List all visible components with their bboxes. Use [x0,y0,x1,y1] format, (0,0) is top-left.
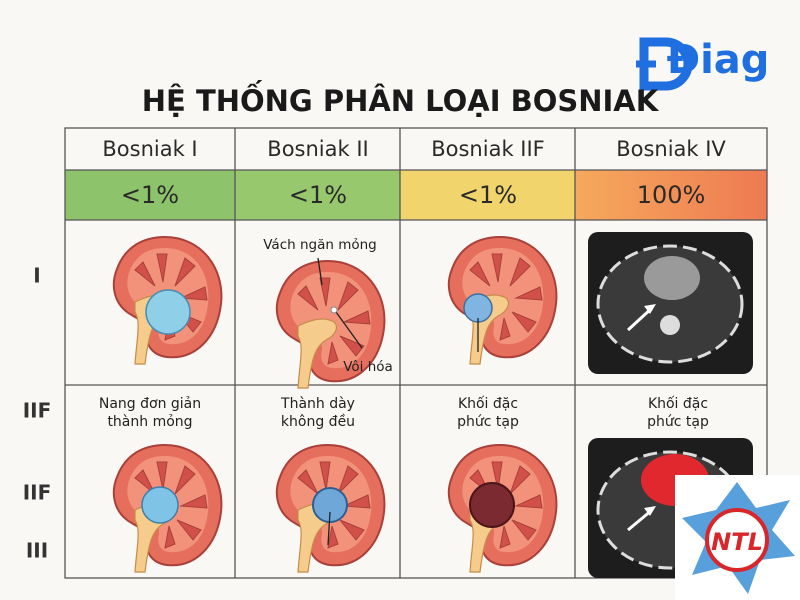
caption: phức tạp [457,414,519,430]
annotation: Vôi hóa [343,359,393,375]
caption: Khối đặc [648,395,708,412]
risk-cell [575,170,767,220]
logo: Điag [636,37,770,91]
risk-text: <1% [121,181,179,209]
title: HỆ THỐNG PHÂN LOẠI BOSNIAK [142,80,660,118]
table-grid [64,127,768,579]
caption: Thành dày [280,396,355,412]
row-label: I [33,264,40,288]
risk-cell [400,170,575,220]
row-label: IIF [23,481,52,505]
caption: phức tạp [647,414,709,430]
annotation: Vách ngăn mỏng [263,237,377,253]
row-label: III [26,539,48,563]
caption: thành mỏng [107,414,192,430]
risk-text: <1% [289,181,347,209]
badge-text: NTL [711,528,763,556]
illustration [112,232,753,389]
logo-text: Điag [667,37,770,83]
risk-text: <1% [459,181,517,209]
column-header: Bosniak II [267,137,368,161]
badge: NTL [675,475,800,600]
risk-cell [65,170,235,220]
column-header: Bosniak IIF [431,137,545,161]
caption: không đều [281,413,355,430]
illustration [112,438,753,578]
risk-text: 100% [637,181,706,209]
row-label: IIF [23,399,52,423]
caption: Nang đơn giản [99,396,201,412]
risk-cell [235,170,400,220]
column-header: Bosniak IV [616,137,726,161]
caption: Khối đặc [458,395,518,412]
column-header: Bosniak I [102,137,197,161]
